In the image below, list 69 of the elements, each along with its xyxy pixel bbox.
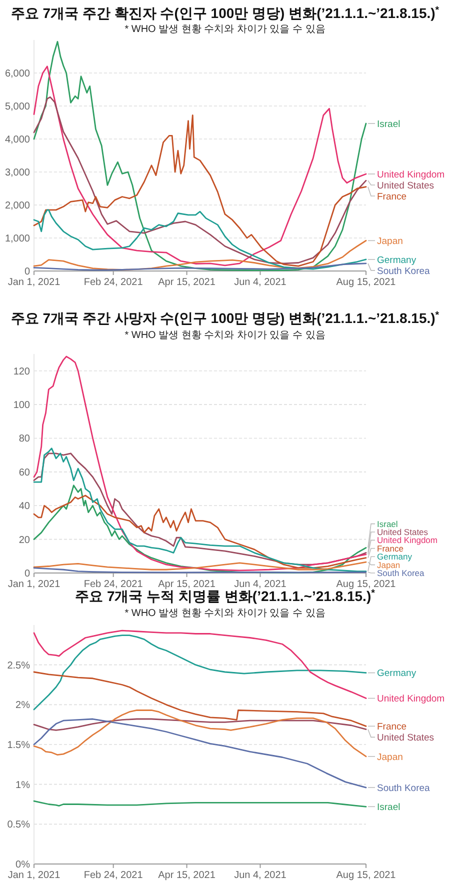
line-series [33, 718, 367, 788]
series-label: Japan [377, 752, 403, 763]
chart-subtitle: * WHO 발생 현황 수치와 차이가 있을 수 있음 [124, 330, 326, 341]
y-tick-label: 100 [13, 400, 30, 412]
y-tick-label: 2,000 [4, 200, 30, 212]
line-series [33, 494, 367, 569]
y-tick-label: 2.5% [7, 660, 30, 672]
y-tick-label: 1,000 [4, 234, 30, 244]
chart-subtitle: * WHO 발생 현황 수치와 차이가 있을 수 있음 [124, 24, 326, 35]
series-label: France [377, 543, 404, 554]
y-tick-label: 0% [16, 860, 30, 870]
chart-title: 주요 7개국 주간 사망자 수(인구 100만 명당) 변화(’21.1.1.~’21.8.15.)$^{*}$ [10, 310, 440, 326]
x-tick-label: Jan 1, 2021 [8, 277, 61, 288]
text: United States [377, 526, 428, 537]
chart-title: 주요 7개국 주간 확진자 수(인구 100만 명당) 변화(’21.1.1.~’21.8.15.)$^{*}$ [10, 4, 440, 21]
y-tick-label: 0 [24, 266, 30, 278]
series-label: Germany [377, 552, 413, 562]
series-label: United States [377, 732, 434, 744]
x-tick-label: Jan 1, 2021 [8, 579, 61, 590]
x-tick-label: Feb 24, 2021 [84, 277, 144, 288]
line-series [33, 718, 367, 731]
text: Israel [377, 518, 398, 529]
y-tick-label: 0.5% [7, 820, 30, 831]
y-tick-label: 3,000 [4, 168, 30, 178]
x-tick-label: Aug 15, 2021 [336, 277, 396, 288]
y-tick-label: 20 [18, 534, 30, 546]
y-tick-label: 5,000 [4, 102, 30, 112]
y-tick-label: 0 [24, 568, 30, 580]
x-tick-label: Jan 1, 2021 [8, 870, 61, 881]
x-tick-label: Aug 15, 2021 [336, 870, 396, 881]
x-tick-label: Apr 15, 2021 [158, 277, 216, 288]
series-label: United Kingdom [377, 694, 445, 705]
y-tick-label: 1% [16, 780, 30, 791]
series-label: South Korea [377, 266, 431, 277]
y-tick-label: 80 [18, 434, 30, 445]
line-series [33, 561, 367, 570]
series-label: Japan [377, 560, 400, 570]
series-label: United States [377, 180, 434, 192]
y-tick-label: 1.5% [7, 740, 30, 751]
series-label: United Kingdom [377, 169, 445, 180]
series-label: France [377, 191, 407, 202]
series-label: Japan [377, 236, 403, 247]
y-tick-label: 40 [18, 501, 30, 512]
x-tick-label: Apr 15, 2021 [158, 870, 216, 881]
x-tick-label: Aug 15, 2021 [336, 579, 396, 590]
series-label: Israel [377, 802, 400, 813]
y-tick-label: 60 [18, 467, 30, 478]
y-tick-label: 120 [13, 366, 30, 378]
series-label: Germany [377, 668, 416, 680]
chart-title: 주요 7개국 누적 치명률 변화(’21.1.1.~’21.8.15.)$^{*}$ [75, 588, 376, 604]
x-tick-label: Apr 15, 2021 [158, 579, 216, 590]
series-label: France [377, 722, 407, 732]
y-tick-label: 4,000 [4, 134, 30, 146]
series-label: Israel [377, 118, 400, 130]
x-tick-label: Jun 4, 2021 [234, 277, 287, 288]
chart-subtitle: * WHO 발생 현황 수치와 차이가 있을 수 있음 [124, 608, 326, 619]
x-tick-label: Feb 24, 2021 [84, 870, 144, 881]
line-series [33, 634, 367, 710]
y-tick-label: 2% [16, 700, 30, 712]
x-tick-label: Jun 4, 2021 [234, 579, 287, 590]
y-tick-label: 6,000 [4, 68, 30, 80]
x-tick-label: Jun 4, 2021 [234, 870, 287, 881]
line-series [33, 630, 367, 699]
line-series [33, 671, 367, 727]
series-label: South Korea [377, 782, 431, 794]
series-label: Germany [377, 254, 416, 266]
line-series [33, 710, 367, 758]
x-tick-label: Feb 24, 2021 [84, 579, 144, 590]
series-label: United Kingdom [377, 535, 438, 546]
